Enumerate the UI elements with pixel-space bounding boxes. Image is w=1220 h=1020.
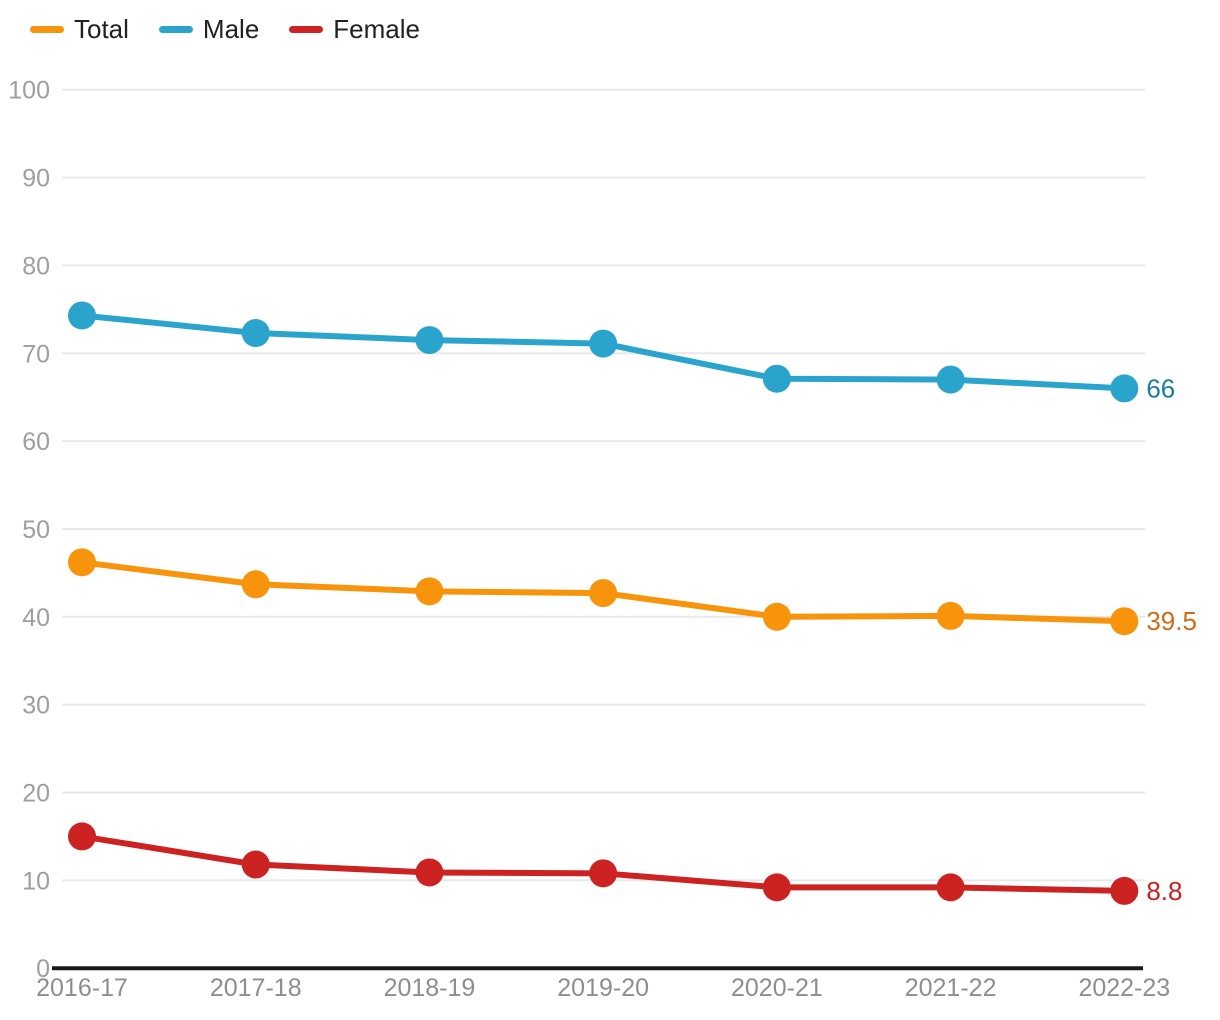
series-point-total[interactable] [415,577,444,606]
end-value-label-male: 66 [1146,373,1175,403]
y-tick-label: 0 [36,955,50,983]
y-tick-label: 20 [22,780,50,808]
x-tick-label: 2017-18 [210,974,302,1002]
series-point-female[interactable] [762,873,791,902]
x-tick-label: 2021-22 [905,974,997,1002]
x-tick-label: 2022-23 [1078,974,1170,1002]
y-tick-label: 90 [22,165,50,193]
series-point-total[interactable] [68,548,96,577]
y-tick-label: 70 [22,340,50,368]
series-point-total[interactable] [589,579,618,608]
series-point-total[interactable] [1110,607,1139,636]
series-point-female[interactable] [936,873,965,902]
series-point-male[interactable] [1110,374,1139,403]
series-point-total[interactable] [762,602,791,631]
legend-label: Female [333,14,420,44]
y-tick-label: 60 [22,428,50,456]
legend-item-female[interactable]: Female [289,16,420,42]
series-point-male[interactable] [936,365,965,394]
x-tick-label: 2020-21 [731,974,823,1002]
legend-label: Total [74,14,129,44]
y-tick-label: 40 [22,604,50,632]
end-value-label-total: 39.5 [1146,606,1197,636]
legend-item-total[interactable]: Total [30,16,129,42]
legend-item-male[interactable]: Male [158,14,260,44]
series-point-total[interactable] [241,570,270,599]
legend-swatch-icon [30,25,64,33]
y-tick-label: 10 [22,867,50,895]
series-point-male[interactable] [68,301,96,330]
y-tick-label: 100 [8,77,50,105]
series-point-female[interactable] [1110,876,1139,905]
y-tick-label: 30 [22,692,50,720]
y-tick-label: 50 [22,516,50,544]
legend-swatch-icon [289,25,324,33]
series-point-female[interactable] [415,858,444,887]
series-point-male[interactable] [415,326,444,355]
series-point-male[interactable] [241,319,270,348]
x-tick-label: 2019-20 [557,974,649,1002]
series-point-male[interactable] [762,364,791,393]
x-tick-label: 2016-17 [36,974,128,1002]
series-point-total[interactable] [936,601,965,630]
series-point-female[interactable] [68,822,96,851]
end-value-label-female: 8.8 [1146,876,1182,906]
chart-legend: Total Male Female [30,16,420,42]
series-point-male[interactable] [589,329,618,358]
legend-label: Male [202,14,260,44]
y-tick-label: 80 [22,252,50,280]
series-point-female[interactable] [241,850,270,879]
legend-swatch-icon [158,25,193,33]
x-tick-label: 2018-19 [384,974,476,1002]
series-point-female[interactable] [589,859,618,888]
